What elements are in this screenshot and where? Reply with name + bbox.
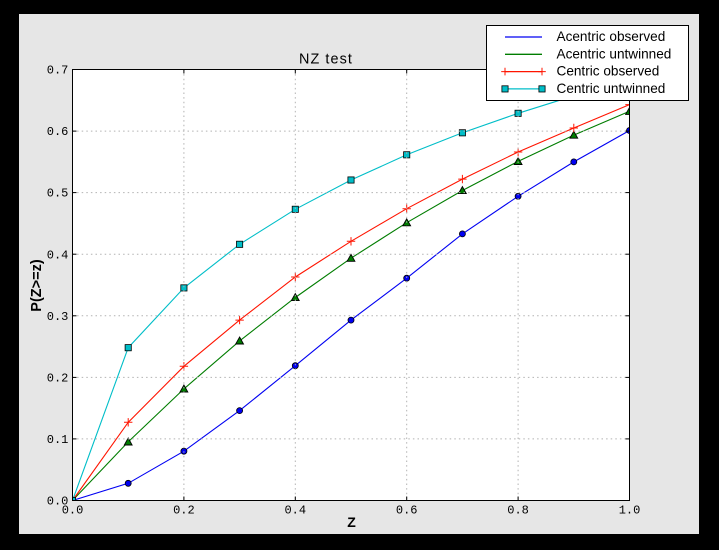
svg-text:0.6: 0.6	[47, 125, 69, 139]
svg-text:Acentric observed: Acentric observed	[557, 29, 666, 44]
svg-text:0.0: 0.0	[62, 504, 84, 518]
svg-text:P(Z>=z): P(Z>=z)	[29, 259, 45, 312]
svg-text:0.1: 0.1	[47, 433, 69, 447]
svg-text:0.5: 0.5	[47, 187, 69, 201]
svg-text:Centric untwinned: Centric untwinned	[557, 81, 666, 96]
svg-text:Acentric untwinned: Acentric untwinned	[557, 46, 672, 61]
svg-text:0.7: 0.7	[47, 64, 69, 78]
svg-text:Z: Z	[347, 514, 356, 530]
svg-text:Centric observed: Centric observed	[557, 64, 660, 79]
svg-text:1.0: 1.0	[619, 504, 641, 518]
svg-text:0.2: 0.2	[173, 504, 195, 518]
svg-text:0.4: 0.4	[284, 504, 306, 518]
svg-text:0.2: 0.2	[47, 372, 69, 386]
svg-text:NZ test: NZ test	[299, 52, 353, 68]
svg-text:0.0: 0.0	[47, 495, 69, 509]
svg-text:0.4: 0.4	[47, 248, 69, 262]
svg-text:0.8: 0.8	[507, 504, 529, 518]
svg-text:0.6: 0.6	[396, 504, 418, 518]
svg-text:0.3: 0.3	[47, 310, 69, 324]
